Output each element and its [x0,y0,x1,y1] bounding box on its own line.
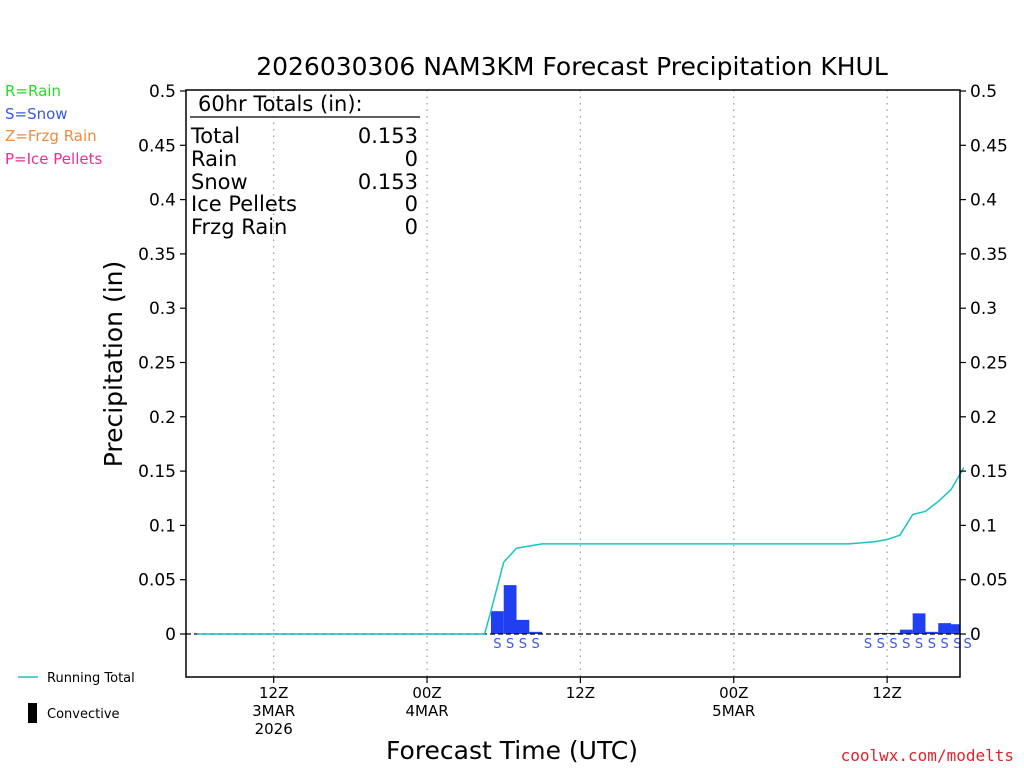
snow-bar-0 [490,611,504,634]
ptype-label-2: S [519,637,527,652]
totals-label-snow: Snow [191,170,248,194]
y-axis-label: Precipitation (in) [99,261,128,468]
totals-header: 60hr Totals (in): [198,92,363,116]
y-tick-label-left-2: 0.4 [149,191,176,211]
convective-legend-label: Convective [47,707,120,722]
y-tick-label-left-7: 0.15 [138,462,176,482]
x-tick-label-4-0: 12Z [872,684,901,702]
y-tick-label-right-6: 0.2 [970,408,997,428]
y-tick-label-left-9: 0.05 [138,571,176,591]
y-tick-label-right-5: 0.25 [970,354,1008,374]
y-axis-left: 0.5 0.45 0.4 0.35 0.3 0.25 0.2 0.15 0.1 0.05 0 [138,82,186,645]
snow-bars [490,585,960,634]
snow-bar-8 [925,631,939,634]
ptype-label-3: S [532,637,540,652]
running-total-legend-label: Running Total [47,671,135,686]
x-tick-label-0-1: 3MAR [252,702,295,720]
ptype-label-12: S [964,637,972,652]
snow-bar-6 [899,629,913,634]
y-tick-label-left-10: 0 [165,625,176,645]
y-tick-label-right-9: 0.05 [970,571,1008,591]
legend-frzg-rain: Z=Frzg Rain [5,127,97,145]
y-axis-right: 0.5 0.45 0.4 0.35 0.3 0.25 0.2 0.15 0.1 0.05 0 [960,82,1008,645]
running-total-line [197,467,965,635]
y-tick-label-right-0: 0.5 [970,82,997,102]
y-tick-label-right-3: 0.35 [970,245,1008,265]
x-tick-label-0-0: 12Z [259,684,288,702]
x-tick-label-1-1: 4MAR [405,702,448,720]
ptype-label-10: S [940,637,948,652]
y-tick-label-right-1: 0.45 [970,136,1008,156]
y-tick-label-left-8: 0.1 [149,516,176,536]
x-tick-label-3-1: 5MAR [712,702,755,720]
bottom-legend: Running Total Convective [18,671,135,723]
ptype-label-0: S [493,637,501,652]
totals-value-ice-pellets: 0 [405,192,418,216]
y-tick-label-right-2: 0.4 [970,191,997,211]
snow-bar-1 [503,585,517,634]
y-tick-label-left-4: 0.3 [149,299,176,319]
y-tick-label-left-3: 0.35 [138,245,176,265]
totals-value-frzg-rain: 0 [405,215,418,239]
x-tick-label-3-0: 00Z [719,684,748,702]
ptype-label-1: S [506,637,514,652]
snow-bar-10 [951,624,960,634]
ptype-label-6: S [889,637,897,652]
totals-value-rain: 0 [405,147,418,171]
plot-frame [185,89,961,678]
y-tick-label-left-1: 0.45 [138,136,176,156]
ptype-label-4: S [864,637,872,652]
totals-label-rain: Rain [191,147,237,171]
totals-label-frzg-rain: Frzg Rain [191,215,287,239]
x-tick-label-2-0: 12Z [566,684,595,702]
totals-label-total: Total [190,124,240,148]
x-tick-label-0-2: 2026 [255,720,293,738]
snow-bar-9 [938,623,952,634]
y-tick-label-left-6: 0.2 [149,408,176,428]
x-tick-label-1-0: 00Z [412,684,441,702]
legend-rain: R=Rain [5,82,61,100]
x-axis-label: Forecast Time (UTC) [386,736,638,765]
y-tick-label-right-7: 0.15 [970,462,1008,482]
ptype-label-11: S [953,637,961,652]
y-tick-label-right-10: 0 [970,625,981,645]
legend-snow: S=Snow [5,105,68,123]
totals-value-total: 0.153 [358,124,418,148]
totals-label-ice-pellets: Ice Pellets [191,192,297,216]
chart-title: 2026030306 NAM3KM Forecast Precipitation… [256,52,888,81]
y-tick-label-left-0: 0.5 [149,82,176,102]
y-tick-label-right-8: 0.1 [970,516,997,536]
snow-bar-7 [912,613,926,634]
ptype-label-8: S [915,637,923,652]
totals-value-snow: 0.153 [358,170,418,194]
snow-bar-2 [516,619,530,634]
ptype-label-9: S [928,637,936,652]
totals-box: 60hr Totals (in): Total 0.153 Rain 0 Sno… [190,92,420,239]
snow-bar-3 [529,631,543,634]
ptype-label-5: S [877,637,885,652]
vertical-gridlines [273,90,888,677]
convective-swatch [28,703,37,723]
credit-text: coolwx.com/modelts [841,746,1014,765]
y-tick-label-right-4: 0.3 [970,299,997,319]
legend-ice-pellets: P=Ice Pellets [5,150,102,168]
y-tick-label-left-5: 0.25 [138,354,176,374]
ptype-legend: R=Rain S=Snow Z=Frzg Rain P=Ice Pellets [5,82,102,168]
ptype-label-7: S [902,637,910,652]
snow-bar-4 [874,632,888,634]
